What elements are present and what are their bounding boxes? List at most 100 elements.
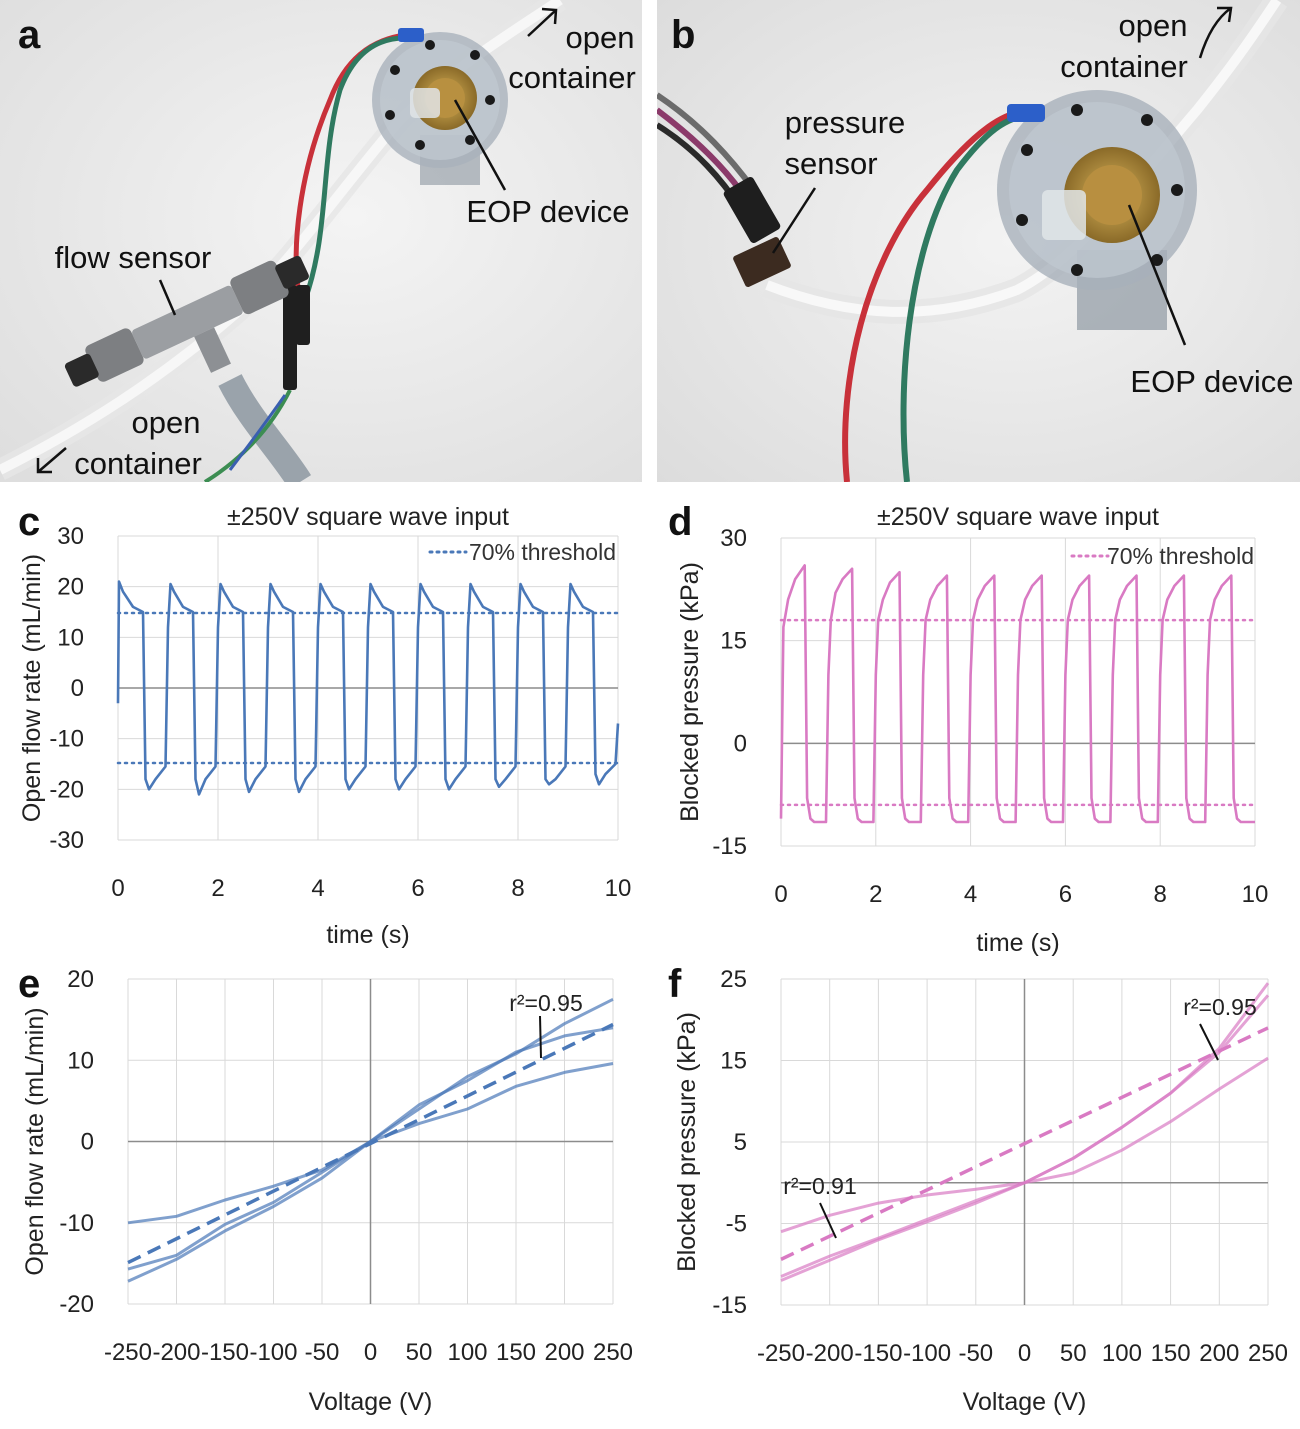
fit-label-leader-2: [819, 1202, 837, 1239]
flow-sensor-leader-line: [158, 279, 177, 316]
x-tick-label: 100: [1102, 1340, 1142, 1367]
y-tick-label: 15: [720, 1048, 747, 1075]
y-tick-label: 0: [734, 730, 747, 757]
x-tick-label: -150: [854, 1340, 902, 1367]
legend-label: 70% threshold: [1107, 543, 1254, 569]
eop-leader-line-b: [1127, 204, 1187, 346]
x-tick-label: 150: [1151, 1340, 1191, 1367]
y-tick-label: 30: [720, 525, 747, 552]
y-tick-label: -20: [49, 776, 84, 803]
flow-sensor-setup-photo: a open container EOP device flow sensor …: [0, 0, 642, 482]
series-line-1: [779, 564, 1255, 824]
label-open-container-top-2: container: [508, 60, 636, 95]
x-tick-label: 0: [111, 875, 124, 902]
series-line-3: [780, 1056, 1269, 1234]
y-tick-label: 10: [57, 624, 84, 651]
x-axis-label: time (s): [326, 921, 409, 949]
label-open-container-bottom-1: open: [132, 405, 201, 440]
x-tick-label: 250: [593, 1339, 633, 1366]
x-tick-label: -250: [104, 1339, 152, 1366]
x-tick-label: 4: [964, 881, 977, 908]
x-tick-label: -200: [806, 1340, 854, 1367]
x-tick-label: 200: [544, 1339, 584, 1366]
y-tick-label: -10: [49, 726, 84, 753]
x-axis-label: Voltage (V): [309, 1388, 433, 1416]
panel-letter-d: d: [668, 500, 692, 544]
x-axis-label: time (s): [976, 929, 1059, 957]
x-tick-label: 8: [511, 875, 524, 902]
x-tick-label: 2: [869, 881, 882, 908]
x-tick-label: 6: [411, 875, 424, 902]
x-axis-label: Voltage (V): [963, 1388, 1087, 1416]
x-tick-label: 0: [774, 881, 787, 908]
panel-letter-c: c: [18, 500, 40, 544]
label-open-container-b-1: open: [1119, 8, 1188, 43]
y-tick-label: 20: [67, 966, 94, 993]
label-flow-sensor: flow sensor: [55, 240, 212, 275]
x-tick-label: -100: [249, 1339, 297, 1366]
chart-title: ±250V square wave input: [877, 503, 1159, 531]
x-tick-label: 6: [1059, 881, 1072, 908]
x-tick-label: 100: [447, 1339, 487, 1366]
y-tick-label: -15: [712, 1292, 747, 1319]
y-tick-label: -20: [59, 1291, 94, 1318]
y-tick-label: 10: [67, 1047, 94, 1074]
photo-panel-b: b open container pressure sensor EOP dev…: [657, 0, 1300, 482]
fit-line: [780, 1026, 1269, 1261]
arrow-up-right-icon-b: [1198, 6, 1233, 59]
x-tick-label: 50: [406, 1339, 433, 1366]
panel-letter-a: a: [18, 13, 41, 57]
x-tick-label: 10: [1242, 881, 1269, 908]
x-tick-label: 0: [364, 1339, 377, 1366]
label-open-container-top-1: open: [566, 20, 635, 55]
x-tick-label: -200: [152, 1339, 200, 1366]
arrow-down-left-icon: [36, 447, 67, 474]
panel-letter-b: b: [671, 13, 695, 57]
y-tick-label: 25: [720, 966, 747, 993]
label-open-container-b-2: container: [1060, 49, 1188, 84]
x-tick-label: 10: [605, 875, 632, 902]
y-tick-label: 15: [720, 628, 747, 655]
y-tick-label: -30: [49, 827, 84, 854]
y-tick-label: 30: [57, 523, 84, 550]
arrow-up-right-icon: [527, 7, 558, 37]
y-tick-label: -10: [59, 1210, 94, 1237]
pressure-sensor-setup-photo: b open container pressure sensor EOP dev…: [657, 0, 1300, 482]
x-tick-label: -100: [903, 1340, 951, 1367]
y-tick-label: 0: [71, 675, 84, 702]
fit-r2-label-2: r²=0.91: [783, 1173, 857, 1199]
label-open-container-bottom-2: container: [74, 446, 202, 481]
y-axis-label: Blocked pressure (kPa): [676, 562, 704, 822]
label-eop-device-b: EOP device: [1130, 364, 1293, 399]
x-tick-label: -50: [958, 1340, 993, 1367]
panel-letter-f: f: [668, 962, 682, 1006]
series-line-3: [127, 1062, 614, 1225]
x-tick-label: -50: [305, 1339, 340, 1366]
x-tick-label: 200: [1199, 1340, 1239, 1367]
x-tick-label: -150: [201, 1339, 249, 1366]
x-tick-label: 2: [211, 875, 224, 902]
x-tick-label: 0: [1018, 1340, 1031, 1367]
x-tick-label: 4: [311, 875, 324, 902]
fit-label-leader: [539, 1015, 542, 1059]
x-tick-label: 50: [1060, 1340, 1087, 1367]
y-tick-label: 5: [734, 1129, 747, 1156]
photo-panel-a: a open container EOP device flow sensor …: [0, 0, 642, 482]
x-tick-label: -250: [757, 1340, 805, 1367]
chart-title: ±250V square wave input: [227, 503, 509, 531]
fit-r2-label: r²=0.95: [509, 990, 583, 1016]
panel-letter-e: e: [18, 962, 40, 1006]
series-line-1: [116, 580, 620, 796]
y-tick-label: 0: [81, 1129, 94, 1156]
x-tick-label: 150: [496, 1339, 536, 1366]
pressure-sensor-leader-line: [771, 187, 817, 254]
y-tick-label: 20: [57, 574, 84, 601]
y-axis-label: Blocked pressure (kPa): [673, 1012, 701, 1272]
y-tick-label: -5: [726, 1211, 747, 1238]
fit-r2-label: r²=0.95: [1183, 994, 1257, 1020]
y-axis-label: Open flow rate (mL/min): [18, 554, 46, 822]
legend-label: 70% threshold: [469, 539, 616, 565]
y-tick-label: -15: [712, 833, 747, 860]
eop-leader-line: [453, 99, 507, 191]
